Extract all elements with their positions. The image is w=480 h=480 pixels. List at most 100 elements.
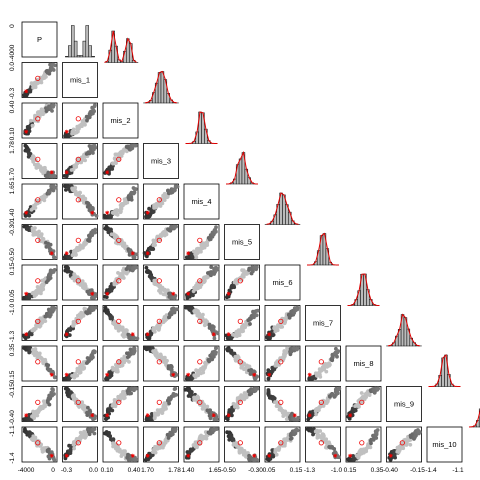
true-value-marker	[49, 453, 54, 458]
scatter-point	[233, 333, 238, 338]
histogram-mis_2	[143, 70, 179, 104]
scatter-point	[27, 129, 32, 134]
scatter-point	[103, 305, 108, 310]
true-value-marker	[171, 291, 176, 296]
scatter-point	[120, 333, 125, 337]
true-value-marker	[145, 210, 150, 215]
scatter-point	[71, 167, 76, 172]
true-value-marker	[226, 413, 231, 418]
scatter-point	[215, 331, 220, 336]
scatter-point	[174, 393, 179, 397]
x-tick-label: 1.78	[168, 467, 181, 474]
scatter-point	[67, 443, 71, 448]
cell-mis_1-P	[21, 62, 58, 98]
scatter-point	[104, 295, 109, 299]
scatter-point	[166, 288, 170, 293]
scatter-point	[132, 190, 137, 195]
cell-mis_8-mis_8	[345, 345, 382, 382]
histogram-bar	[79, 55, 84, 58]
variable-label: mis_4	[191, 197, 211, 206]
estimate-marker	[359, 440, 365, 446]
scatter-point	[211, 328, 216, 332]
y-tick-label: -0.50	[9, 248, 16, 263]
true-value-marker	[90, 291, 95, 296]
estimate-marker	[116, 278, 122, 284]
scatter-point	[318, 429, 323, 433]
scatter-point	[80, 400, 85, 405]
y-tick-label: 0.15	[9, 262, 16, 275]
scatter-point	[255, 458, 259, 462]
true-value-marker	[24, 291, 29, 296]
variable-label: mis_7	[313, 319, 333, 328]
variable-label: mis_1	[70, 76, 90, 85]
true-value-marker	[186, 251, 191, 256]
estimate-marker	[75, 116, 81, 122]
scatter-point	[391, 449, 396, 454]
histogram-P	[65, 25, 95, 58]
scatter-point	[375, 386, 380, 391]
scatter-point	[364, 448, 368, 452]
scatter-point	[110, 408, 115, 413]
cell-mis_8-mis_7	[305, 345, 341, 382]
true-value-marker	[64, 251, 69, 256]
estimate-marker	[197, 278, 203, 284]
x-tick-label: -0.15	[410, 467, 425, 474]
scatter-point	[210, 411, 215, 415]
scatter-point	[33, 226, 37, 230]
density-line	[347, 273, 380, 306]
variable-label: mis_2	[110, 116, 130, 125]
scatter-point	[46, 400, 50, 405]
cell-mis_7-mis_6	[264, 305, 301, 341]
true-value-marker	[145, 251, 150, 256]
estimate-marker	[35, 75, 41, 81]
cell-mis_9-mis_8	[345, 386, 382, 422]
scatter-point	[51, 188, 56, 193]
scatter-point	[401, 446, 406, 451]
scatter-point	[120, 363, 125, 368]
true-value-marker	[307, 413, 312, 418]
x-tick-label: 0.15	[344, 467, 357, 474]
scatter-point	[50, 62, 55, 67]
diag-frame	[143, 143, 179, 179]
scatter-point	[334, 346, 338, 351]
scatter-point	[135, 336, 140, 341]
true-value-marker	[105, 413, 110, 418]
scatter-point	[109, 288, 114, 293]
true-value-marker	[186, 453, 191, 458]
estimate-marker	[116, 197, 122, 203]
cell-mis_5-P	[21, 224, 58, 260]
y-tick-label: -0.15	[9, 383, 16, 398]
scatter-point	[92, 104, 97, 109]
scatter-point	[295, 346, 300, 351]
scatter-point	[254, 313, 259, 318]
scatter-point	[271, 333, 276, 337]
scatter-point	[72, 446, 76, 451]
cell-mis_10-P	[21, 426, 58, 463]
scatter-point	[292, 346, 296, 350]
estimate-marker	[359, 399, 365, 405]
x-tick-label: -0.3	[61, 467, 73, 474]
scatter-point	[121, 276, 126, 280]
scatter-point	[292, 417, 297, 422]
cell-mis_6-P	[21, 264, 58, 301]
scatter-point	[150, 412, 154, 416]
true-value-marker	[64, 129, 69, 134]
estimate-marker	[75, 318, 81, 324]
estimate-marker	[318, 440, 324, 446]
estimate-marker	[237, 278, 243, 284]
scatter-point	[408, 442, 413, 447]
scatter-point	[189, 390, 193, 394]
cell-mis_7-mis_7	[305, 305, 341, 341]
scatter-point	[231, 437, 236, 442]
scatter-point	[125, 358, 129, 363]
scatter-point	[227, 437, 232, 442]
estimate-marker	[156, 440, 162, 446]
estimate-marker	[35, 156, 41, 162]
scatter-point	[107, 431, 111, 435]
scatter-point	[336, 349, 341, 353]
scatter-point	[52, 174, 57, 178]
histogram-bar	[73, 40, 78, 58]
scatter-point	[75, 373, 80, 378]
scatter-point	[359, 391, 364, 395]
histogram-bar	[160, 71, 165, 104]
